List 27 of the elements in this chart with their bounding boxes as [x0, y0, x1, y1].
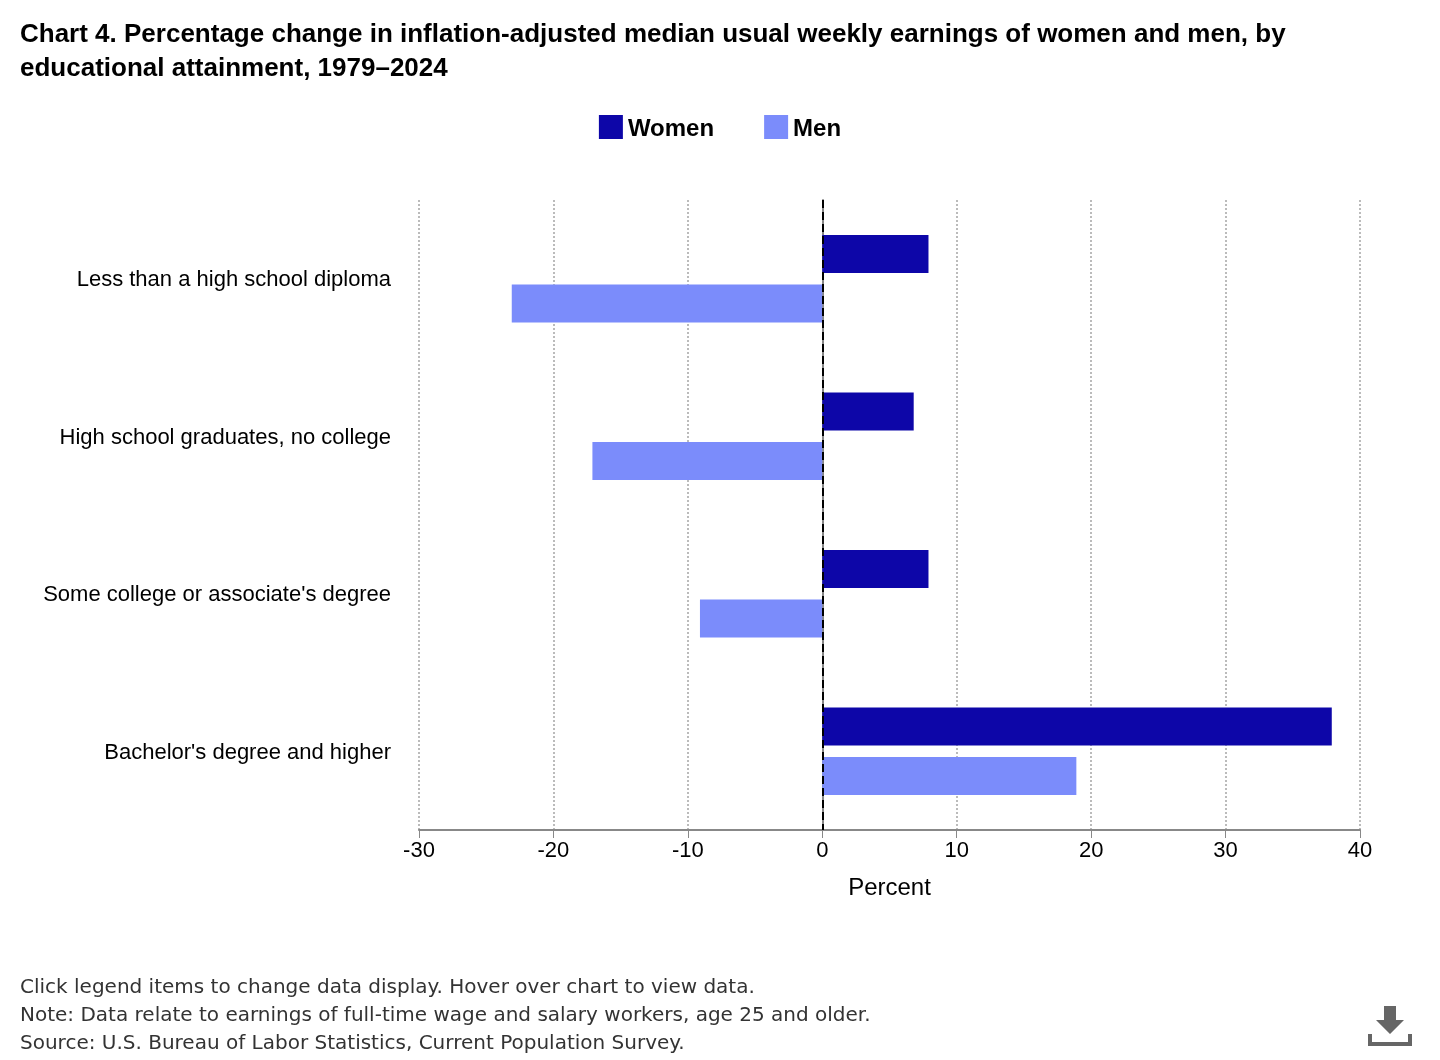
y-tick-label: Some college or associate's degree: [43, 581, 391, 607]
legend-label: Women: [627, 113, 715, 141]
bar: [822, 707, 1332, 746]
y-tick-label: High school graduates, no college: [59, 423, 391, 449]
x-tick-label: -30: [403, 836, 435, 862]
y-tick-label: Less than a high school diploma: [76, 266, 392, 292]
text: Click legend items to change data display. Hover over chart to view data.: [20, 973, 756, 1000]
legend-label: Men: [793, 113, 842, 141]
x-axis-title: Percent: [848, 872, 932, 900]
x-tick-label: 10: [944, 836, 969, 862]
x-tick-label: 30: [1213, 836, 1238, 862]
bar: [511, 284, 823, 323]
bar: [822, 550, 929, 589]
x-tick-label: -20: [537, 836, 570, 862]
source-note: Source: U.S. Bureau of Labor Statistics, Current Population Survey.: [20, 1029, 686, 1056]
x-tick-label: -10: [671, 836, 704, 862]
y-tick-label: Bachelor's degree and higher: [104, 738, 391, 764]
bar: [699, 599, 823, 638]
x-tick-label: 20: [1078, 836, 1104, 862]
bar: [822, 235, 929, 274]
x-tick-label: 40: [1347, 836, 1373, 862]
bar: [822, 756, 1077, 795]
text: Note: Data relate to earnings of full-time wage and salary workers, age 25 and older.: [20, 1001, 871, 1028]
chart-title: Chart 4. Percentage change in inflation-adjusted median usual weekly earnings of women and men, by educational attainment, 1979–2024: [20, 17, 1287, 84]
bar: [592, 441, 823, 480]
bar: [822, 392, 914, 431]
x-tick-label: 0: [816, 836, 829, 862]
